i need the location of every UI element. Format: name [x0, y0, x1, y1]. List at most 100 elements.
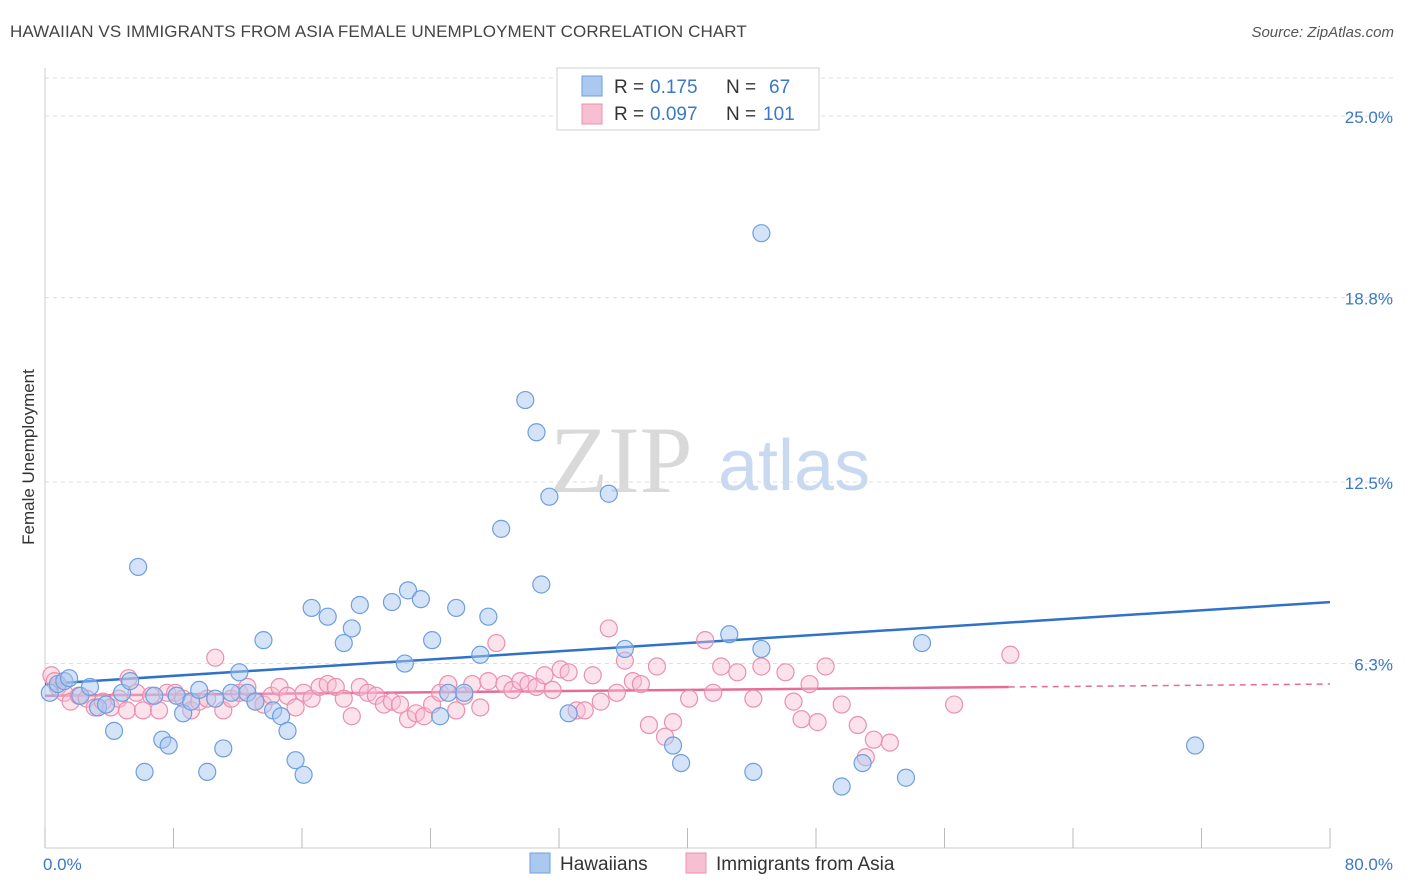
hawaiians-point-20	[198, 762, 217, 781]
immigrants-point-82	[704, 683, 723, 702]
hawaiians-point-56	[615, 639, 634, 659]
bottom-legend-immigrants: Immigrants from Asia	[716, 854, 895, 875]
immigrants-point-93	[832, 695, 851, 714]
hawaiians-point-49	[492, 519, 511, 538]
hawaiians-point-55	[599, 484, 618, 503]
immigrants-point-79	[663, 713, 683, 732]
immigrants-point-66	[559, 663, 578, 682]
watermark-atlas: atlas	[718, 426, 870, 506]
hawaiians-point-19	[190, 680, 209, 700]
immigrants-point-39	[342, 707, 361, 726]
immigrants-point-72	[607, 683, 626, 702]
hawaiians-point-22	[214, 739, 233, 758]
chart-source: Source: ZipAtlas.com	[1251, 24, 1394, 41]
y-tick-label-3: 25.0%	[1345, 108, 1393, 127]
hawaiians-point-57	[663, 736, 683, 755]
immigrants-point-84	[728, 663, 747, 682]
hawaiians-point-43	[431, 707, 450, 726]
immigrants-point-89	[792, 710, 811, 729]
hawaiians-point-66	[912, 633, 932, 653]
hawaiians-point-3	[59, 669, 79, 688]
hawaiians-point-67	[1185, 736, 1205, 755]
hawaiians-point-47	[471, 645, 490, 664]
immigrants-point-81	[696, 631, 715, 650]
immigrants-point-77	[647, 657, 667, 676]
hawaiians-point-10	[121, 672, 140, 691]
hawaiians-point-11	[129, 557, 148, 577]
legend-n-label-2: N =	[726, 104, 756, 125]
legend-r-value-1: 0.175	[650, 77, 698, 98]
hawaiians-point-37	[350, 595, 369, 615]
hawaiians-point-48	[479, 607, 498, 626]
trend-line-hawaiians	[44, 600, 1331, 686]
immigrants-point-76	[639, 715, 659, 735]
hawaiians-point-65	[896, 768, 916, 787]
hawaiians-point-38	[382, 592, 402, 612]
hawaiians-point-62	[752, 224, 771, 243]
legend-r-label-1: R =	[614, 77, 644, 98]
hawaiians-point-50	[516, 390, 535, 410]
hawaiians-point-59	[720, 625, 739, 644]
hawaiians-point-31	[286, 751, 305, 770]
axes	[44, 68, 1331, 849]
hawaiians-point-45	[447, 598, 466, 618]
top-legend: R = 0.175 N = 67 R = 0.097 N = 101	[556, 67, 820, 131]
immigrants-point-87	[776, 663, 795, 682]
immigrants-point-92	[816, 657, 835, 676]
y-axis-label: Female Unemployment	[19, 369, 38, 545]
immigrants-point-64	[543, 680, 562, 700]
hawaiians-point-15	[159, 736, 178, 755]
hawaiians-point-42	[423, 631, 442, 650]
hawaiians-point-21	[206, 689, 225, 708]
legend-n-value-2: 101	[763, 104, 795, 125]
hawaiians-point-64	[853, 753, 872, 773]
bottom-legend: Hawaiians Immigrants from Asia	[529, 852, 895, 875]
immigrants-point-71	[599, 619, 618, 638]
immigrants-point-97	[880, 733, 899, 752]
y-tick-label-0: 6.3%	[1354, 656, 1393, 675]
immigrants-point-80	[680, 689, 699, 708]
x-tick-label-1: 80.0%	[1345, 855, 1393, 874]
hawaiians-point-36	[342, 619, 361, 638]
hawaiians-point-53	[540, 487, 559, 506]
hawaiians-point-41	[411, 590, 430, 609]
trend-lines	[44, 600, 1331, 698]
series-hawaiians-points	[40, 224, 1205, 796]
legend-n-label-1: N =	[726, 77, 756, 98]
hawaiians-point-8	[104, 721, 124, 740]
immigrants-point-32	[286, 698, 305, 717]
bottom-legend-hawaiians: Hawaiians	[560, 854, 648, 875]
immigrants-point-86	[752, 657, 771, 676]
immigrants-point-63	[535, 666, 554, 685]
hawaiians-point-27	[254, 631, 273, 650]
hawaiians-point-39	[398, 581, 418, 600]
immigrants-point-99	[1001, 645, 1020, 664]
immigrants-point-88	[784, 692, 803, 711]
hawaiians-point-33	[302, 598, 321, 618]
hawaiians-point-12	[135, 762, 154, 781]
hawaiians-point-7	[96, 695, 116, 714]
hawaiians-point-51	[527, 423, 546, 442]
hawaiians-point-46	[455, 683, 474, 702]
hawaiians-point-40	[395, 654, 414, 673]
hawaiians-point-5	[80, 677, 100, 697]
hawaiians-point-26	[246, 692, 265, 711]
x-tick-labels: 0.0% 80.0%	[43, 855, 1393, 874]
hawaiians-point-35	[334, 633, 353, 653]
series-immigrants-points	[42, 619, 1020, 767]
immigrants-point-45	[390, 695, 410, 714]
immigrants-point-22	[206, 648, 225, 667]
immigrants-point-94	[848, 715, 867, 735]
hawaiians-point-34	[318, 607, 337, 626]
immigrants-point-52	[447, 701, 466, 720]
legend-swatch-hawaiians	[581, 75, 603, 97]
immigrants-point-10	[117, 701, 137, 720]
immigrants-point-13	[133, 701, 153, 720]
immigrants-point-83	[712, 657, 731, 676]
immigrants-point-69	[583, 666, 602, 685]
immigrants-point-90	[800, 674, 819, 694]
immigrants-point-95	[864, 730, 883, 749]
hawaiians-point-23	[222, 683, 241, 702]
hawaiians-point-58	[671, 753, 691, 773]
hawaiians-point-30	[278, 721, 297, 740]
